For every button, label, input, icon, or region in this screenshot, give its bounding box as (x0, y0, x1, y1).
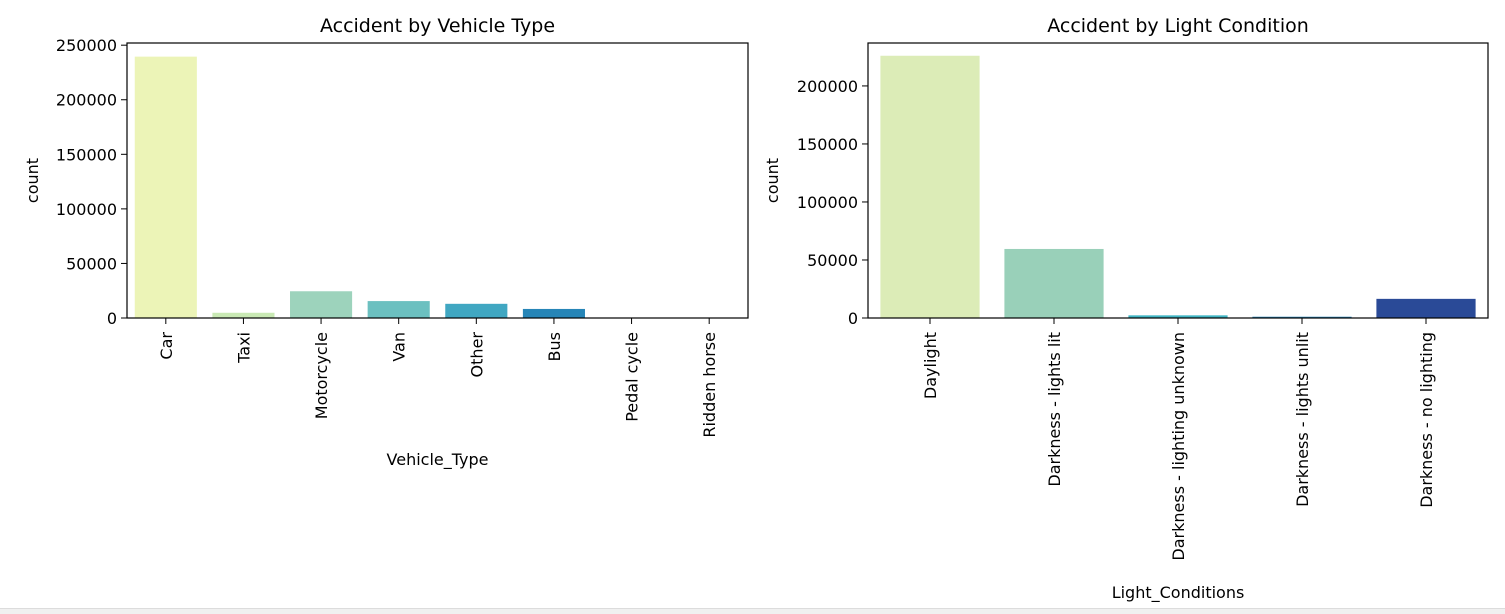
bar-daylight (880, 56, 979, 318)
y-tick-label: 50000 (66, 254, 117, 273)
y-axis-label: count (23, 158, 42, 203)
bar-van (368, 301, 430, 318)
x-tick-label: Daylight (921, 332, 940, 399)
y-tick-label: 0 (848, 309, 858, 328)
bar-taxi (212, 313, 274, 318)
y-tick-label: 150000 (797, 135, 858, 154)
bar-darkness-no-lighting (1376, 299, 1475, 318)
x-tick-label: Car (157, 332, 176, 360)
bar-other (445, 304, 507, 318)
x-tick-label: Taxi (234, 332, 253, 364)
bar-bus (523, 309, 585, 318)
y-axis-label: count (763, 158, 782, 203)
x-axis-label: Vehicle_Type (387, 450, 489, 470)
y-tick-label: 200000 (797, 77, 858, 96)
x-tick-label: Bus (545, 332, 564, 361)
x-tick-label: Darkness - lighting unknown (1169, 332, 1188, 561)
bottom-border (0, 608, 1505, 614)
y-tick-label: 250000 (56, 36, 117, 55)
plot-frame (127, 43, 748, 318)
bar-darkness-lights-lit (1004, 249, 1103, 318)
x-tick-label: Darkness - lights unlit (1293, 332, 1312, 507)
x-tick-label: Motorcycle (312, 332, 331, 419)
bar-car (135, 57, 197, 318)
chart-title: Accident by Vehicle Type (320, 15, 555, 37)
x-axis-label: Light_Conditions (1112, 583, 1245, 603)
y-tick-label: 100000 (797, 193, 858, 212)
y-tick-label: 100000 (56, 200, 117, 219)
y-tick-label: 50000 (807, 251, 858, 270)
chart-1: Accident by Vehicle Type 0 50000 100000 1500… (23, 15, 748, 470)
x-tick-label: Ridden horse (700, 332, 719, 438)
x-tick-label: Pedal cycle (623, 332, 642, 422)
y-tick-label: 150000 (56, 145, 117, 164)
x-tick-label: Other (467, 332, 486, 378)
chart-2: Accident by Light Condition 0 50000 100000 1… (763, 15, 1488, 603)
y-tick-label: 200000 (56, 91, 117, 110)
x-tick-label: Darkness - lights lit (1045, 332, 1064, 487)
bar-motorcycle (290, 291, 352, 318)
y-tick-label: 0 (107, 309, 117, 328)
x-tick-label: Van (390, 332, 409, 362)
x-tick-label: Darkness - no lighting (1417, 332, 1436, 508)
chart-title: Accident by Light Condition (1047, 15, 1309, 37)
